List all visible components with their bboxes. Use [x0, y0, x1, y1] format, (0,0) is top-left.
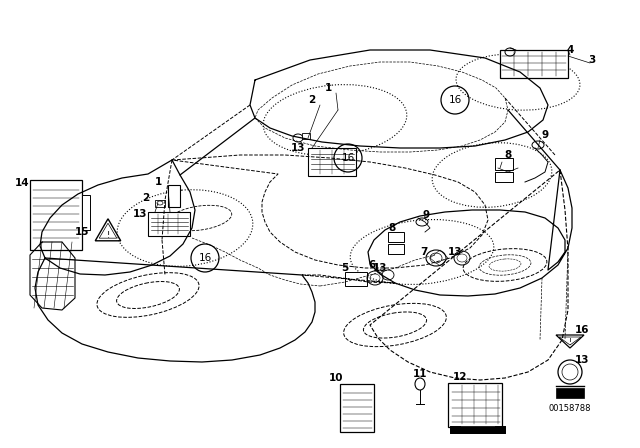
- Text: 2: 2: [308, 95, 316, 105]
- FancyBboxPatch shape: [345, 272, 367, 286]
- FancyBboxPatch shape: [155, 200, 165, 207]
- Text: 10: 10: [329, 373, 343, 383]
- Text: 9: 9: [422, 210, 429, 220]
- FancyBboxPatch shape: [495, 158, 513, 170]
- FancyBboxPatch shape: [556, 388, 584, 398]
- FancyBboxPatch shape: [388, 244, 404, 254]
- Text: 6: 6: [369, 260, 376, 270]
- FancyBboxPatch shape: [388, 232, 404, 242]
- Text: !: !: [106, 231, 109, 240]
- Text: 4: 4: [566, 45, 573, 55]
- Text: !: !: [568, 337, 572, 346]
- FancyBboxPatch shape: [168, 185, 180, 207]
- Text: 14: 14: [15, 178, 29, 188]
- Text: 3: 3: [588, 55, 596, 65]
- Text: 16: 16: [198, 253, 212, 263]
- Text: 8: 8: [388, 223, 396, 233]
- Text: 8: 8: [504, 150, 511, 160]
- Text: 16: 16: [575, 325, 589, 335]
- FancyBboxPatch shape: [30, 180, 82, 250]
- Text: 2: 2: [142, 193, 150, 203]
- FancyBboxPatch shape: [495, 172, 513, 182]
- Text: 9: 9: [541, 130, 548, 140]
- FancyBboxPatch shape: [308, 148, 356, 176]
- Text: 11: 11: [413, 369, 428, 379]
- Text: 7: 7: [420, 247, 428, 257]
- FancyBboxPatch shape: [500, 50, 568, 78]
- FancyBboxPatch shape: [450, 426, 505, 433]
- Text: 00158788: 00158788: [548, 404, 591, 413]
- Text: 13: 13: [132, 209, 147, 219]
- Text: 16: 16: [341, 153, 355, 163]
- Text: 13: 13: [575, 355, 589, 365]
- Text: 12: 12: [452, 372, 467, 382]
- FancyBboxPatch shape: [148, 212, 190, 236]
- FancyBboxPatch shape: [302, 133, 310, 139]
- FancyBboxPatch shape: [340, 384, 374, 432]
- Text: 13: 13: [291, 143, 305, 153]
- Text: 5: 5: [341, 263, 349, 273]
- Text: 15: 15: [75, 227, 89, 237]
- FancyBboxPatch shape: [82, 195, 90, 230]
- Text: 1: 1: [154, 177, 162, 187]
- Text: 16: 16: [449, 95, 461, 105]
- Text: 13: 13: [372, 263, 387, 273]
- Text: 1: 1: [324, 83, 332, 93]
- FancyBboxPatch shape: [448, 383, 502, 427]
- Text: 13: 13: [448, 247, 462, 257]
